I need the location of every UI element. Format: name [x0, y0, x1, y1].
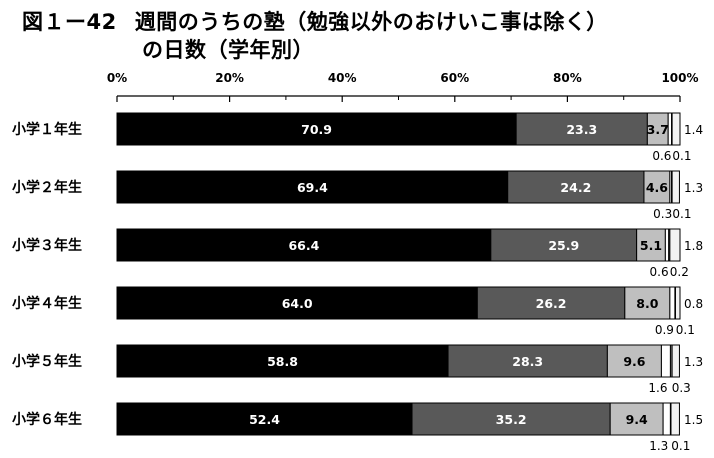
bar-value-label: 23.3: [566, 122, 597, 137]
bar-segment: [636, 228, 666, 262]
bar-segment: [670, 402, 680, 436]
chart-title: 図１ー42 週間のうちの塾（勉強以外のおけいこ事は除く） の日数（学年別）: [22, 8, 608, 64]
bar-segment: [447, 344, 608, 378]
bar-value-label: 3.7: [647, 122, 669, 137]
bar-value-label: 0.1: [672, 149, 691, 163]
bar-value-label: 1.5: [684, 413, 703, 427]
bar-value-label: 0.8: [684, 297, 703, 311]
bar-value-label: 5.1: [640, 238, 662, 253]
title-line1: 週間のうちの塾（勉強以外のおけいこ事は除く）: [134, 10, 608, 34]
bar-value-label: 9.4: [626, 412, 648, 427]
bar-segment: [116, 286, 478, 320]
bar-value-label: 8.0: [636, 296, 658, 311]
bar-segment: [664, 228, 670, 262]
x-tick-label: 80%: [553, 71, 582, 85]
bar-value-label: 35.2: [496, 412, 527, 427]
category-label: 小学３年生: [12, 237, 82, 254]
bar-value-label: 0.1: [672, 207, 691, 221]
bar-value-label: 1.3: [649, 439, 668, 453]
figure-number: 図１ー42: [22, 10, 117, 34]
bar-segment: [116, 170, 509, 204]
bar-value-label: 28.3: [512, 354, 543, 369]
bar-value-label: 69.4: [297, 180, 328, 195]
bar-segment: [671, 112, 681, 146]
bar-value-label: 25.9: [548, 238, 579, 253]
bar-value-label: 1.6: [648, 381, 667, 395]
category-label: 小学５年生: [12, 353, 82, 370]
bar-value-label: 0.1: [676, 323, 695, 337]
bar-segment: [606, 344, 662, 378]
bar-segment: [671, 170, 680, 204]
bar-segment: [411, 402, 611, 436]
bar-segment: [116, 344, 449, 378]
bar-value-label: 0.9: [655, 323, 674, 337]
bar-segment: [660, 344, 671, 378]
category-label: 小学６年生: [12, 411, 82, 428]
bar-value-label: 0.3: [653, 207, 672, 221]
x-tick-label: 20%: [215, 71, 244, 85]
bar-value-label: 0.6: [652, 149, 671, 163]
bar-value-label: 1.4: [684, 123, 703, 137]
bar-value-label: 0.6: [650, 265, 669, 279]
bar-segment: [671, 344, 680, 378]
bar-value-label: 64.0: [282, 296, 313, 311]
bar-segment: [476, 286, 626, 320]
bar-value-label: 9.6: [623, 354, 645, 369]
bar-segment: [669, 286, 676, 320]
category-label: 小学２年生: [12, 179, 82, 196]
title-line2: の日数（学年別）: [142, 38, 314, 62]
bar-value-label: 24.2: [560, 180, 591, 195]
bar-segment: [116, 228, 492, 262]
bar-value-label: 0.2: [670, 265, 689, 279]
bar-value-label: 26.2: [536, 296, 567, 311]
bar-value-label: 52.4: [249, 412, 280, 427]
bar-value-label: 1.3: [684, 355, 703, 369]
bar-value-label: 66.4: [288, 238, 319, 253]
x-tick-label: 100%: [661, 71, 698, 85]
bar-value-label: 1.8: [684, 239, 703, 253]
bar-segment: [674, 286, 681, 320]
x-tick-label: 40%: [328, 71, 357, 85]
bar-segment: [662, 402, 671, 436]
bar-segment: [507, 170, 645, 204]
x-tick-label: 0%: [107, 71, 127, 85]
bar-value-label: 0.1: [671, 439, 690, 453]
category-label: 小学１年生: [12, 121, 82, 138]
bar-value-label: 1.3: [684, 181, 703, 195]
bar-segment: [669, 228, 681, 262]
bar-value-label: 0.3: [672, 381, 691, 395]
category-label: 小学４年生: [12, 295, 82, 312]
bar-value-label: 70.9: [301, 122, 332, 137]
bar-segment: [116, 402, 413, 436]
x-tick-label: 60%: [440, 71, 469, 85]
bar-value-label: 4.6: [646, 180, 668, 195]
bar-segment: [643, 170, 671, 204]
bar-value-label: 58.8: [267, 354, 298, 369]
